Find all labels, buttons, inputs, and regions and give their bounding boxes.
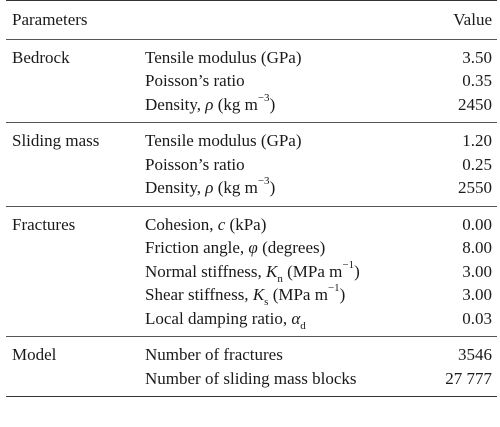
parameter-name: Poisson’s ratio bbox=[145, 154, 245, 174]
parameter-name: Tensile modulus (GPa) bbox=[145, 122, 425, 153]
parameter-value: 8.00 bbox=[462, 238, 492, 257]
parameter-value: 0.35 bbox=[462, 71, 492, 90]
parameter-name: Friction angle, φ (degrees) bbox=[145, 238, 326, 257]
parameter-name: Shear stiffness, Ks (MPa m−1) bbox=[145, 282, 346, 309]
table-row: Number of sliding mass blocks 27 777 bbox=[6, 366, 497, 397]
parameter-value: 3546 bbox=[425, 336, 497, 367]
table-row: Model Number of fractures 3546 bbox=[6, 336, 497, 367]
parameter-name: Local damping ratio, αd bbox=[145, 308, 306, 332]
parameter-name: Number of fractures bbox=[145, 336, 425, 367]
table-row: Shear stiffness, Ks (MPa m−1) 3.00 bbox=[6, 282, 497, 309]
header-spacer bbox=[145, 0, 425, 39]
parameter-name: Poisson’s ratio bbox=[145, 71, 245, 90]
parameters-column-header: Parameters bbox=[6, 0, 145, 39]
table-row: Normal stiffness, Kn (MPa m−1) 3.00 bbox=[6, 258, 497, 285]
parameter-value: 3.00 bbox=[462, 285, 492, 304]
group-label-fractures: Fractures bbox=[6, 205, 145, 236]
table-row: Local damping ratio, αd 0.03 bbox=[6, 307, 497, 337]
table-row: Friction angle, φ (degrees) 8.00 bbox=[6, 236, 497, 260]
parameter-name: Cohesion, c (kPa) bbox=[145, 205, 425, 236]
parameter-name: Density, ρ (kg m−3) bbox=[145, 175, 276, 197]
parameter-value: 3.50 bbox=[425, 38, 497, 69]
parameters-table: Parameters Value Bedrock Tensile modulus… bbox=[6, 0, 497, 397]
parameter-name: Tensile modulus (GPa) bbox=[145, 38, 425, 69]
table-row: Poisson’s ratio 0.35 bbox=[6, 69, 497, 93]
group-label-bedrock: Bedrock bbox=[6, 38, 145, 69]
parameter-name: Number of sliding mass blocks bbox=[145, 366, 425, 397]
parameter-name: Density, ρ (kg m−3) bbox=[145, 91, 276, 114]
parameter-value: 2550 bbox=[458, 178, 492, 197]
value-column-header: Value bbox=[425, 0, 497, 39]
table-row: Bedrock Tensile modulus (GPa) 3.50 bbox=[6, 38, 497, 69]
table-row: Sliding mass Tensile modulus (GPa) 1.20 bbox=[6, 122, 497, 153]
parameter-value: 0.25 bbox=[462, 154, 492, 174]
parameter-value: 0.03 bbox=[462, 308, 492, 328]
parameter-value: 1.20 bbox=[425, 122, 497, 153]
parameter-value: 3.00 bbox=[462, 261, 492, 281]
table-row: Fractures Cohesion, c (kPa) 0.00 bbox=[6, 205, 497, 236]
parameter-value: 2450 bbox=[458, 94, 492, 114]
group-label-model: Model bbox=[6, 336, 145, 367]
table-row: Density, ρ (kg m−3) 2450 bbox=[6, 91, 497, 123]
table-row: Density, ρ (kg m−3) 2550 bbox=[6, 176, 497, 206]
table-row: Poisson’s ratio 0.25 bbox=[6, 153, 497, 177]
parameter-value: 27 777 bbox=[425, 366, 497, 397]
group-label-sliding-mass: Sliding mass bbox=[6, 122, 145, 153]
table-header-row: Parameters Value bbox=[6, 0, 497, 39]
parameter-name: Normal stiffness, Kn (MPa m−1) bbox=[145, 258, 360, 285]
parameter-value: 0.00 bbox=[425, 205, 497, 236]
